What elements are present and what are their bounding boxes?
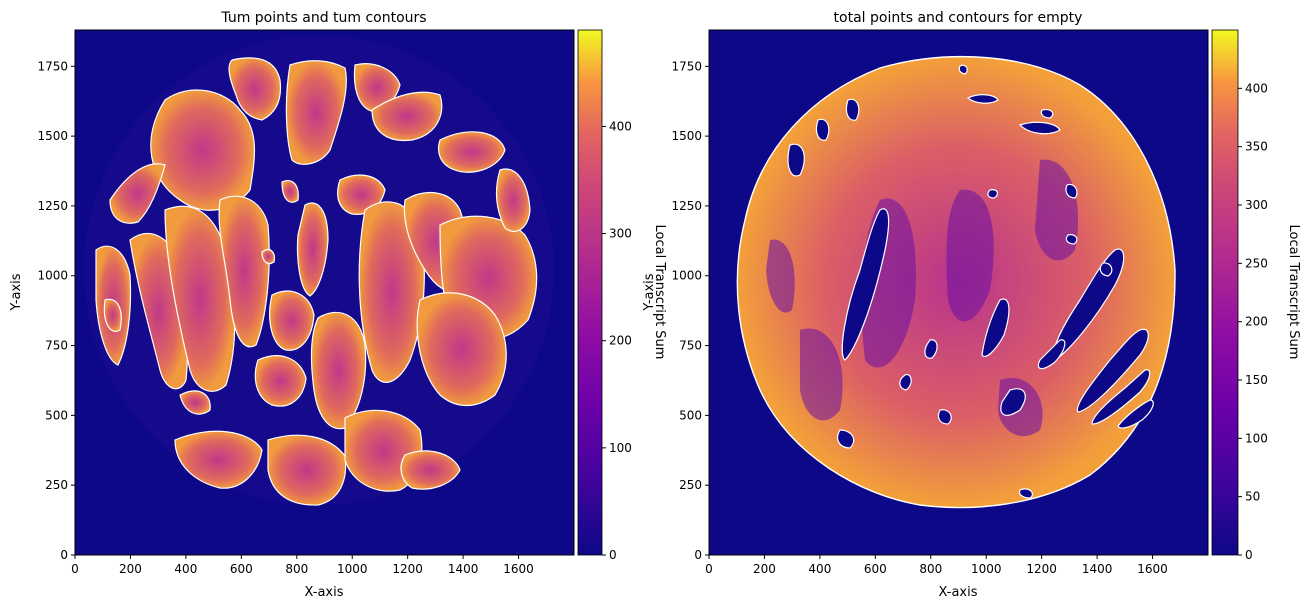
axes-frame	[74, 29, 575, 556]
axes-frame	[708, 29, 1209, 556]
x-tick-label: 400	[174, 562, 197, 576]
colorbar-tick-label: 300	[1245, 198, 1268, 212]
colorbar-tick-label: 50	[1245, 490, 1260, 504]
x-tick-label: 800	[919, 562, 942, 576]
y-tick-label: 1000	[37, 269, 68, 283]
colorbar	[1211, 29, 1239, 556]
tumor-regions	[95, 57, 538, 506]
colorbar-tick-label: 350	[1245, 140, 1268, 154]
y-tick-label: 750	[45, 339, 68, 353]
x-axis-label: X-axis	[305, 585, 344, 600]
x-tick-label: 600	[864, 562, 887, 576]
colorbar	[577, 29, 603, 556]
y-tick-label: 0	[60, 548, 68, 562]
panel-1: Tum points and tum contours	[9, 10, 667, 600]
x-ticks: 0 200 400 600 800 1000 1200 1400 1600	[705, 555, 1168, 576]
heatmap-area	[75, 30, 574, 555]
colorbar-ticks: 0 100 200 300 400	[602, 119, 632, 562]
y-tick-label: 750	[679, 339, 702, 353]
y-axis-label: Y-axis	[9, 273, 24, 311]
colorbar-label: Local Transcript Sum	[652, 225, 667, 360]
colorbar-tick-label: 250	[1245, 256, 1268, 270]
x-axis-label: X-axis	[939, 585, 978, 600]
x-tick-label: 400	[808, 562, 831, 576]
y-tick-label: 1500	[37, 129, 68, 143]
y-tick-label: 500	[45, 408, 68, 422]
x-tick-label: 1400	[448, 562, 479, 576]
y-tick-label: 1500	[671, 129, 702, 143]
colorbar-tick-label: 400	[1245, 81, 1268, 95]
colorbar-tick-label: 150	[1245, 373, 1268, 387]
colorbar-label: Local Transcript Sum	[1286, 225, 1301, 360]
x-tick-label: 0	[705, 562, 713, 576]
empty-regions	[787, 64, 1154, 499]
x-tick-label: 1400	[1082, 562, 1113, 576]
y-tick-label: 250	[679, 478, 702, 492]
y-tick-label: 250	[45, 478, 68, 492]
colorbar-tick-label: 300	[609, 227, 632, 241]
colorbar-tick-label: 200	[609, 334, 632, 348]
colorbar-tick-label: 400	[609, 119, 632, 133]
y-tick-label: 1750	[671, 59, 702, 73]
x-ticks: 0 200 400 600 800 1000 1200 1400 1600	[71, 555, 534, 576]
x-tick-label: 1600	[1137, 562, 1168, 576]
chart-title: total points and contours for empty	[834, 10, 1083, 26]
x-tick-label: 1000	[971, 562, 1002, 576]
chart-title: Tum points and tum contours	[220, 10, 426, 26]
colorbar-tick-label: 0	[1245, 548, 1253, 562]
colorbar-tick-label: 0	[609, 548, 617, 562]
colorbar-tick-label: 100	[609, 441, 632, 455]
x-tick-label: 200	[119, 562, 142, 576]
y-tick-label: 1750	[37, 59, 68, 73]
x-tick-label: 1200	[1026, 562, 1057, 576]
x-tick-label: 1200	[392, 562, 423, 576]
x-tick-label: 800	[285, 562, 308, 576]
y-axis-label: Y-axis	[642, 273, 657, 311]
heatmap-area	[709, 30, 1208, 555]
y-tick-label: 1250	[37, 199, 68, 213]
y-tick-label: 1000	[671, 269, 702, 283]
x-tick-label: 0	[71, 562, 79, 576]
y-ticks: 0 250 500 750 1000 1250 1500 1750	[671, 59, 709, 562]
colorbar-tick-label: 200	[1245, 315, 1268, 329]
y-ticks: 0 250 500 750 1000 1250 1500 1750	[37, 59, 75, 562]
x-tick-label: 1600	[503, 562, 534, 576]
y-tick-label: 1250	[671, 199, 702, 213]
y-tick-label: 0	[694, 548, 702, 562]
y-tick-label: 500	[679, 408, 702, 422]
x-tick-label: 200	[753, 562, 776, 576]
x-tick-label: 1000	[337, 562, 368, 576]
panel-2: total points and contours for empty	[642, 10, 1301, 600]
colorbar-tick-label: 100	[1245, 431, 1268, 445]
colorbar-ticks: 0 50 100 150 200 250 300 350 400	[1238, 81, 1268, 562]
x-tick-label: 600	[230, 562, 253, 576]
